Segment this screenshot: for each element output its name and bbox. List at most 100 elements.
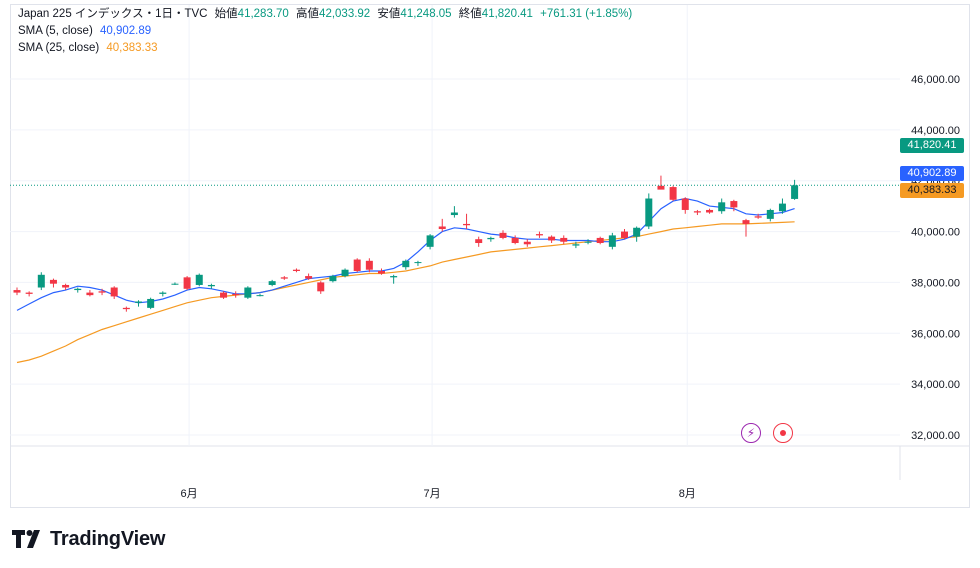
candle-body	[693, 211, 701, 213]
candle-body	[232, 293, 240, 296]
candle-body	[268, 281, 276, 285]
tv-mark-icon	[12, 530, 40, 548]
record-icon[interactable]	[773, 423, 793, 443]
x-tick-label: 7月	[424, 488, 441, 500]
candle	[268, 279, 276, 287]
candle	[183, 276, 191, 291]
candle	[499, 230, 507, 240]
candle-body	[159, 292, 167, 294]
candle-body	[426, 235, 434, 247]
candle	[766, 208, 774, 222]
candle-body	[633, 227, 641, 237]
y-tick-label: 36,000.00	[911, 328, 960, 340]
candle-body	[560, 237, 568, 242]
candle-body	[98, 291, 106, 293]
candle	[292, 268, 300, 273]
candle-body	[523, 241, 531, 245]
candle	[560, 235, 568, 245]
candle-body	[110, 287, 118, 297]
candle-body	[135, 301, 142, 303]
chart-event-icons: ⚡	[741, 423, 793, 443]
candle	[49, 278, 57, 288]
candle-body	[280, 277, 288, 279]
candle-body	[645, 198, 653, 227]
candle	[608, 232, 616, 250]
sma25-legend[interactable]: SMA (25, close) 40,383.33	[18, 40, 162, 56]
candle-body	[766, 209, 774, 219]
candle	[25, 291, 33, 297]
candle-body	[353, 259, 361, 271]
candle	[718, 198, 726, 214]
candle-body	[329, 276, 337, 282]
candle	[378, 268, 385, 275]
candle	[669, 185, 677, 202]
y-tick-label: 38,000.00	[911, 277, 960, 289]
y-tick-label: 46,000.00	[911, 74, 960, 86]
candle	[450, 206, 458, 218]
candle	[633, 226, 641, 242]
candle-body	[621, 231, 628, 238]
change-value: +761.31 (+1.85%)	[540, 8, 633, 20]
candle-body	[778, 203, 786, 212]
candle-body	[596, 237, 604, 244]
high-label: 高値	[296, 8, 320, 20]
candle	[548, 235, 556, 244]
candle-body	[25, 292, 33, 294]
candle-body	[548, 236, 556, 241]
candle	[426, 234, 434, 250]
candle	[535, 231, 543, 238]
tradingview-logo[interactable]: TradingView	[12, 527, 165, 551]
candle	[402, 259, 410, 270]
candle-body	[292, 269, 300, 271]
candle-body	[730, 201, 738, 208]
candle-body	[487, 237, 495, 240]
last-price-tag: 41,820.41	[900, 138, 964, 153]
candle	[159, 291, 167, 297]
candle-body	[706, 209, 714, 213]
candle	[220, 291, 228, 299]
candle-body	[365, 260, 373, 270]
sma5-line	[16, 197, 795, 311]
sma25-label: SMA (25, close)	[18, 42, 100, 54]
candle	[135, 300, 142, 307]
candle	[778, 198, 786, 214]
candle-body	[195, 274, 203, 285]
candle-body	[681, 198, 689, 210]
candle	[572, 241, 580, 249]
sma5-value: 40,902.89	[99, 25, 152, 37]
candle	[730, 199, 738, 212]
close-value: 41,820.41	[481, 8, 533, 20]
candle	[645, 193, 653, 230]
y-tick-label: 44,000.00	[911, 125, 960, 137]
high-value: 42,033.92	[319, 8, 371, 20]
candle	[511, 235, 519, 245]
candle-body	[74, 288, 82, 291]
low-label: 安値	[377, 8, 401, 20]
y-tick-label: 40,000.00	[911, 227, 960, 239]
ohlc-legend: Japan 225 インデックス・1日・TVC 始値41,283.70 高値42…	[18, 6, 636, 22]
lightning-icon[interactable]: ⚡	[741, 423, 761, 443]
candle-body	[49, 279, 57, 284]
candle-body	[220, 292, 228, 298]
candle-body	[742, 220, 750, 224]
open-value: 41,283.70	[237, 8, 289, 20]
symbol-title[interactable]: Japan 225 インデックス・1日・TVC	[18, 8, 208, 20]
candle	[657, 175, 665, 190]
candle-body	[402, 260, 410, 268]
candle-body	[511, 237, 519, 244]
candle	[256, 293, 264, 297]
candle	[171, 282, 179, 285]
candle	[742, 218, 750, 237]
candle	[74, 287, 82, 293]
candle	[280, 276, 288, 280]
candle	[523, 239, 531, 247]
sma25-line	[16, 221, 795, 364]
x-tick-label: 8月	[679, 488, 696, 500]
sma5-legend[interactable]: SMA (5, close) 40,902.89	[18, 23, 155, 39]
candle	[463, 213, 471, 230]
sma25-price-tag: 40,383.33	[900, 183, 964, 198]
candle	[244, 286, 252, 299]
candle	[37, 272, 45, 291]
candle	[414, 260, 422, 266]
